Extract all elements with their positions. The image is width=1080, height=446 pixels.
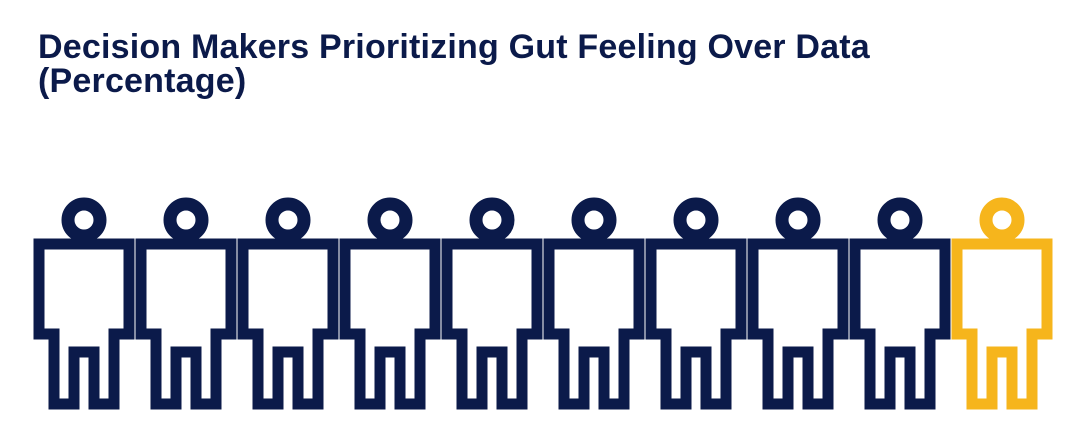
chart-title-line-1: Decision Makers Prioritizing Gut Feeling…: [38, 28, 870, 66]
person-head: [367, 197, 413, 243]
person-icon: [33, 197, 135, 410]
person-body: [237, 238, 339, 410]
person-body: [951, 238, 1053, 410]
person-icon: [543, 197, 645, 410]
person-head: [163, 197, 209, 243]
person-icon: [237, 197, 339, 410]
person-body: [339, 238, 441, 410]
person-body: [747, 238, 849, 410]
person-head: [61, 197, 107, 243]
person-head: [877, 197, 923, 243]
person-icon: [645, 197, 747, 410]
person-icon: [849, 197, 951, 410]
person-body: [135, 238, 237, 410]
person-head: [265, 197, 311, 243]
person-icon: [339, 197, 441, 410]
person-icon-highlighted: [951, 197, 1053, 410]
person-body: [441, 238, 543, 410]
person-body: [645, 238, 747, 410]
person-body: [543, 238, 645, 410]
person-icon: [135, 197, 237, 410]
person-icon: [441, 197, 543, 410]
chart-title-line-2: (Percentage): [38, 62, 247, 100]
person-head: [571, 197, 617, 243]
person-head: [469, 197, 515, 243]
person-body: [849, 238, 951, 410]
chart-title: Decision Makers Prioritizing Gut Feeling…: [38, 30, 1058, 98]
person-head: [775, 197, 821, 243]
person-icon: [747, 197, 849, 410]
person-body: [33, 238, 135, 410]
person-head: [673, 197, 719, 243]
person-head: [979, 197, 1025, 243]
